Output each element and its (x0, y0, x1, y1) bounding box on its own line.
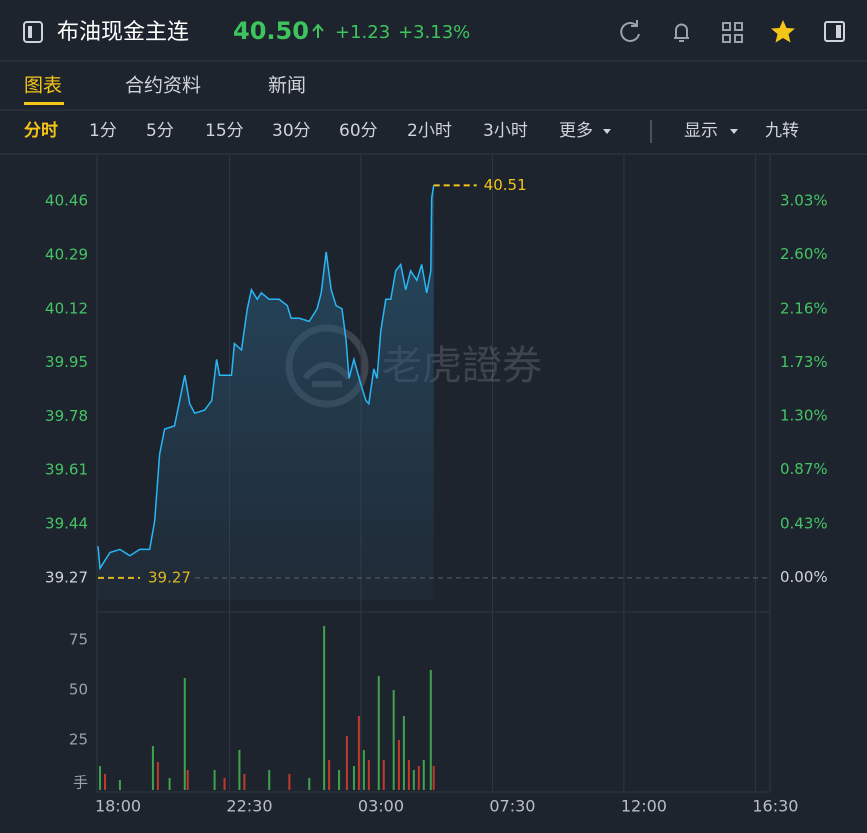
price-line (97, 185, 435, 571)
period[interactable]: 2小时 (407, 121, 452, 141)
volume-unit: 手 (73, 774, 88, 792)
volume-bar (118, 780, 121, 790)
refresh-icon[interactable] (620, 20, 640, 42)
y-tick-label: 40.29 (45, 245, 88, 263)
volume-tick-label: 50 (69, 681, 88, 699)
price: 40.50 (233, 17, 309, 45)
tab[interactable]: 图表 (24, 75, 62, 97)
volume-bar (323, 626, 326, 790)
volume-bar (407, 760, 410, 790)
up-arrow (312, 23, 324, 38)
title: 布油现金主连 (57, 20, 189, 45)
volume-bar (223, 778, 226, 790)
period[interactable]: 5分 (146, 121, 174, 141)
volume-bar (367, 760, 370, 790)
y2-tick-label: 2.60% (780, 245, 828, 263)
volume-tick-label: 75 (69, 631, 88, 649)
y-tick-label: 39.61 (45, 461, 88, 479)
volume-bar (268, 770, 271, 790)
y-tick-label: 39.95 (45, 353, 88, 371)
change: +1.23 (335, 22, 390, 43)
y2-tick-label: 2.16% (780, 300, 828, 318)
volume-bar (288, 774, 291, 790)
volume-bar (429, 670, 432, 790)
volume-bar (397, 740, 400, 790)
volume-bar (357, 716, 360, 790)
y-tick-label: 39.78 (45, 407, 88, 425)
y-tick-label: 40.12 (45, 299, 88, 317)
change-pct: +3.13% (398, 22, 470, 43)
volume-bar (104, 774, 107, 790)
y2-tick-label: 0.87% (780, 460, 828, 478)
volume-bar (151, 746, 154, 790)
volume-bar (186, 770, 189, 790)
volume-bar (156, 762, 159, 790)
price-area (98, 185, 434, 601)
volume-bar (392, 690, 395, 790)
x-tick-label: 18:00 (95, 797, 141, 816)
period[interactable]: 更多 (559, 121, 593, 141)
grid-icon[interactable] (722, 22, 743, 43)
volume-bar (417, 766, 420, 790)
y2-tick-label: 0.00% (780, 568, 828, 586)
y-tick-label: 39.44 (45, 515, 88, 533)
tab[interactable]: 新闻 (268, 75, 306, 97)
volume-bar (168, 778, 171, 790)
x-tick-label: 07:30 (489, 797, 535, 816)
last-label: 40.51 (484, 176, 527, 194)
y2-tick-label: 3.03% (780, 192, 828, 210)
volume-bar (377, 676, 380, 790)
star-icon[interactable] (771, 20, 795, 43)
volume-bar (328, 760, 331, 790)
period[interactable]: 分时 (24, 121, 58, 141)
period[interactable]: 60分 (339, 121, 378, 141)
option[interactable]: 显示 (684, 121, 718, 141)
option[interactable]: 九转 (765, 121, 799, 141)
volume-bar (338, 770, 341, 790)
sidebar-icon[interactable] (23, 21, 43, 43)
x-tick-label: 12:00 (621, 797, 667, 816)
volume-tick-label: 25 (69, 731, 88, 749)
volume-bar (432, 766, 435, 790)
volume-bar (422, 760, 425, 790)
volume-bar (412, 770, 415, 790)
tab-underline (24, 102, 64, 105)
period[interactable]: 3小时 (483, 121, 528, 141)
volume-bar (308, 778, 311, 790)
volume-bar (183, 678, 186, 790)
dropdown-arrow (730, 129, 738, 134)
sidebar-icon-bar (28, 26, 32, 38)
volume-bar (213, 770, 216, 790)
y2-tick-label: 1.30% (780, 407, 828, 425)
y2-tick-label: 0.43% (780, 515, 828, 533)
volume-bar (362, 750, 365, 790)
period[interactable]: 1分 (89, 121, 117, 141)
dropdown-arrow (603, 129, 611, 134)
bell-icon[interactable] (674, 23, 689, 42)
y-tick-label: 39.27 (45, 568, 88, 586)
volume-bar (402, 716, 405, 790)
x-tick-label: 03:00 (358, 797, 404, 816)
volume-bar (345, 736, 348, 790)
panel-icon[interactable] (824, 21, 845, 42)
tab[interactable]: 合约资料 (125, 75, 201, 97)
y-tick-label: 40.46 (45, 192, 88, 210)
x-tick-label: 22:30 (226, 797, 272, 816)
volume-bar (382, 760, 385, 790)
panel-icon-bar (836, 25, 841, 38)
volume-bar (352, 766, 355, 790)
volume-bar (99, 766, 102, 790)
volume-bar (238, 750, 241, 790)
period[interactable]: 30分 (272, 121, 311, 141)
volume-bar (243, 774, 246, 790)
x-tick-label: 16:30 (752, 797, 798, 816)
y2-tick-label: 1.73% (780, 353, 828, 371)
period[interactable]: 15分 (205, 121, 244, 141)
